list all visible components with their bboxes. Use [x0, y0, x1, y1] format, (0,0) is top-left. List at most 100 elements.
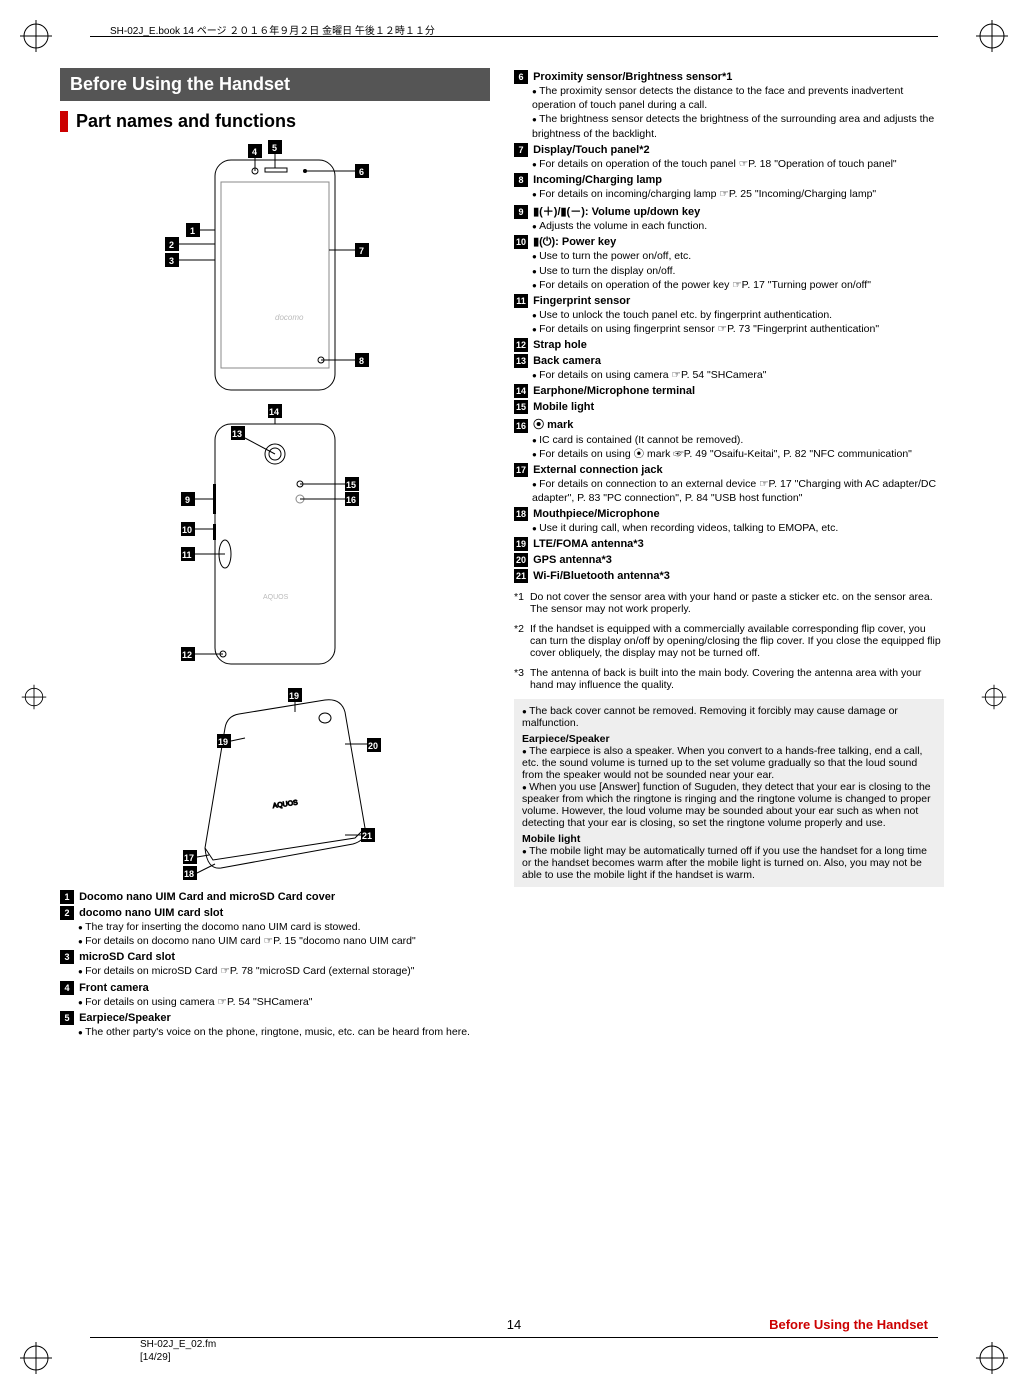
item-head-2: docomo nano UIM card slot: [79, 907, 223, 919]
item-3-b1: For details on microSD Card ☞P. 78 "micr…: [78, 964, 490, 978]
note-box: The back cover cannot be removed. Removi…: [514, 699, 944, 887]
page-number: 14: [507, 1317, 521, 1332]
note-h2: Mobile light: [522, 833, 936, 845]
numbox-16: 16: [514, 419, 528, 433]
fn1-num: *1: [514, 591, 524, 615]
footer-rule: [90, 1337, 938, 1338]
note-4: The mobile light may be automatically tu…: [522, 845, 936, 881]
item-head-10: ▮(⏻): Power key: [533, 236, 616, 248]
file-pages: [14/29]: [140, 1352, 171, 1363]
footnote-3: *3 The antenna of back is built into the…: [514, 667, 944, 691]
note-h1: Earpiece/Speaker: [522, 733, 936, 745]
item-7: 7 Display/Touch panel*2 For details on o…: [514, 143, 944, 171]
numbox-7: 7: [514, 143, 528, 157]
numbox-21: 21: [514, 569, 528, 583]
item-18-b1: Use it during call, when recording video…: [532, 521, 944, 535]
item-4-b1: For details on using camera ☞P. 54 "SHCa…: [78, 995, 490, 1009]
item-16-b2: For details on using ⦿ mark ☞P. 49 "Osai…: [532, 447, 944, 461]
item-head-20: GPS antenna*3: [533, 554, 612, 566]
fn2-num: *2: [514, 623, 524, 659]
item-head-7: Display/Touch panel*2: [533, 144, 650, 156]
footnote-1: *1 Do not cover the sensor area with you…: [514, 591, 944, 615]
item-head-18: Mouthpiece/Microphone: [533, 508, 660, 520]
callout-2: 2: [169, 240, 174, 250]
side-mark-right: [980, 683, 1008, 711]
item-head-5: Earpiece/Speaker: [79, 1012, 171, 1024]
fn3-num: *3: [514, 667, 524, 691]
numbox-18: 18: [514, 507, 528, 521]
item-10-b2: Use to turn the display on/off.: [532, 264, 944, 278]
item-2-b1: The tray for inserting the docomo nano U…: [78, 920, 490, 934]
item-head-13: Back camera: [533, 355, 601, 367]
item-5: 5 Earpiece/Speaker The other party's voi…: [60, 1011, 490, 1039]
callout-6: 6: [359, 167, 364, 177]
item-head-8: Incoming/Charging lamp: [533, 174, 662, 186]
file-footer: SH-02J_E_02.fm [14/29]: [140, 1338, 216, 1364]
callout-19b: 19: [218, 737, 228, 747]
callout-10: 10: [182, 525, 192, 535]
callout-9: 9: [185, 495, 190, 505]
svg-text:AQUOS: AQUOS: [272, 799, 298, 809]
item-16-b1: IC card is contained (It cannot be remov…: [532, 433, 944, 447]
fn3-text: The antenna of back is built into the ma…: [530, 667, 944, 691]
callout-15: 15: [346, 480, 356, 490]
book-info: SH-02J_E.book 14 ページ ２０１６年９月２日 金曜日 午後１２時…: [110, 22, 435, 37]
callout-19a: 19: [289, 691, 299, 701]
phone-back-diagram: AQUOS 14 13 15 16 9 10 11 12: [145, 404, 405, 684]
item-12: 12 Strap hole: [514, 338, 944, 352]
numbox-11: 11: [514, 294, 528, 308]
numbox-2: 2: [60, 906, 74, 920]
callout-12: 12: [182, 650, 192, 660]
item-head-17: External connection jack: [533, 464, 663, 476]
side-mark-left: [20, 683, 48, 711]
footer-section-title: Before Using the Handset: [769, 1317, 928, 1332]
numbox-14: 14: [514, 384, 528, 398]
note-2: The earpiece is also a speaker. When you…: [522, 745, 936, 781]
callout-13: 13: [232, 429, 242, 439]
phone-front-diagram: docomo 1 2 3 4 5 6 7 8: [145, 140, 405, 400]
file-name: SH-02J_E_02.fm: [140, 1339, 216, 1350]
callout-7: 7: [359, 246, 364, 256]
item-11-b1: Use to unlock the touch panel etc. by fi…: [532, 308, 944, 322]
item-20: 20 GPS antenna*3: [514, 553, 944, 567]
callout-16: 16: [346, 495, 356, 505]
callout-20: 20: [368, 741, 378, 751]
item-head-16: ⦿ mark: [533, 419, 573, 431]
item-13-b1: For details on using camera ☞P. 54 "SHCa…: [532, 368, 944, 382]
callout-1: 1: [190, 226, 195, 236]
item-11: 11 Fingerprint sensor Use to unlock the …: [514, 294, 944, 336]
callout-4: 4: [252, 147, 257, 157]
note-1: The back cover cannot be removed. Removi…: [522, 705, 936, 729]
item-10-b1: Use to turn the power on/off, etc.: [532, 249, 944, 263]
item-21: 21 Wi-Fi/Bluetooth antenna*3: [514, 569, 944, 583]
numbox-4: 4: [60, 981, 74, 995]
item-17-b1: For details on connection to an external…: [532, 477, 944, 505]
item-head-19: LTE/FOMA antenna*3: [533, 538, 644, 550]
callout-21: 21: [362, 831, 372, 841]
item-head-9: ▮(＋)/▮(－): Volume up/down key: [533, 206, 700, 218]
phone-bottom-diagram: AQUOS 19 20 19 21 17 18: [145, 688, 405, 888]
callout-11: 11: [182, 550, 192, 560]
svg-text:docomo: docomo: [275, 313, 304, 322]
item-head-15: Mobile light: [533, 401, 594, 413]
item-9: 9 ▮(＋)/▮(－): Volume up/down key Adjusts …: [514, 203, 944, 233]
phone-diagrams: docomo 1 2 3 4 5 6 7 8: [60, 140, 490, 888]
item-7-b1: For details on operation of the touch pa…: [532, 157, 944, 171]
item-8: 8 Incoming/Charging lamp For details on …: [514, 173, 944, 201]
numbox-3: 3: [60, 950, 74, 964]
item-head-1: Docomo nano UIM Card and microSD Card co…: [79, 891, 335, 903]
right-column: 6 Proximity sensor/Brightness sensor*1 T…: [514, 68, 944, 1039]
item-head-3: microSD Card slot: [79, 951, 175, 963]
corner-mark-bl: [20, 1342, 52, 1374]
item-head-14: Earphone/Microphone terminal: [533, 385, 695, 397]
item-2-b2: For details on docomo nano UIM card ☞P. …: [78, 934, 490, 948]
numbox-20: 20: [514, 553, 528, 567]
item-10: 10 ▮(⏻): Power key Use to turn the power…: [514, 235, 944, 292]
footnote-2: *2 If the handset is equipped with a com…: [514, 623, 944, 659]
fn2-text: If the handset is equipped with a commer…: [530, 623, 944, 659]
callout-17: 17: [184, 853, 194, 863]
item-1: 1 Docomo nano UIM Card and microSD Card …: [60, 890, 490, 904]
item-head-11: Fingerprint sensor: [533, 295, 630, 307]
item-14: 14 Earphone/Microphone terminal: [514, 384, 944, 398]
corner-mark-tr: [976, 20, 1008, 52]
